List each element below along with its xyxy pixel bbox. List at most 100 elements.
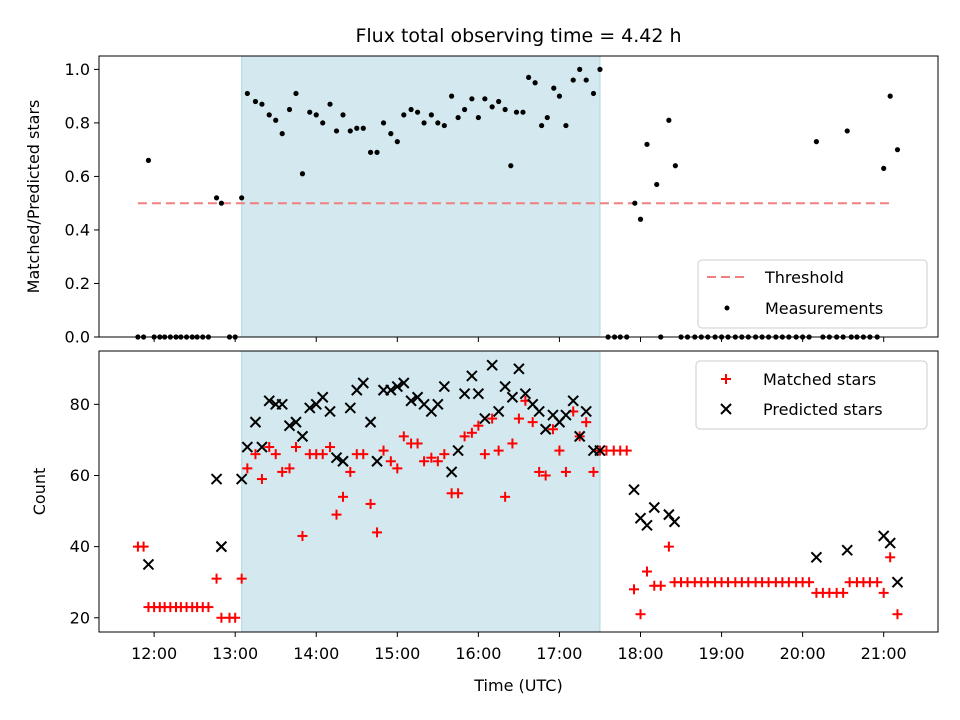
measurement-point [637,216,644,222]
predicted-star-point [573,430,586,443]
matched-star-point [317,449,328,460]
predicted-star-point-b [567,395,579,407]
matched-star-point [493,445,504,456]
predicted-star-point-b [486,359,498,371]
predicted-star-point [276,398,288,411]
predicted-star-point [486,359,498,371]
predicted-star-point-b [628,484,640,496]
measurement-point [513,109,520,115]
matched-star-point [588,466,599,477]
measurement-point [244,90,250,97]
predicted-star-point-b [533,405,545,418]
matched-star-point [230,612,241,623]
predicted-star-point-b [283,419,296,432]
matched-star-point [345,466,356,477]
matched-star-point [554,445,565,456]
predicted-star-point [296,430,309,443]
predicted-star-point [506,391,519,403]
measurement-point [320,120,326,126]
predicted-star-point [458,387,471,400]
predicted-star-point [405,395,417,407]
predicted-star-point [452,444,464,457]
matched-star-point [277,466,288,477]
measurement-point [388,131,394,137]
matched-star-point [412,438,423,449]
predicted-star-point-b [641,519,653,531]
measurement-point [632,200,638,206]
measurement-point [583,77,589,83]
measurement-point [408,106,414,113]
matched-legend-swatch [721,374,731,384]
predicted-star-point-b [263,395,275,407]
predicted-star-point-b [364,416,377,428]
matched-star-point [453,488,464,499]
predicted-legend-label: Predicted stars [763,400,883,419]
count-x-ticks: 12:00 13:00 14:00 15:00 16:00 17:00 18:00 19:00… [131,632,907,663]
predicted-star-point [290,416,302,428]
predicted-star-point [283,419,296,432]
measurement-point [482,96,488,102]
predicted-star-point-b [290,416,302,428]
matched-star-point [365,498,376,509]
predicted-star-point-b [241,441,254,453]
predicted-star-point-b [663,508,675,521]
matched-star-point [325,442,336,453]
matched-star-point [872,577,883,588]
predicted-star-point [539,423,552,435]
matched-star-point [419,456,430,467]
matched-star-point [581,417,592,428]
matched-star-point [256,474,267,485]
predicted-star-point [344,402,357,414]
measurement-point [435,120,441,126]
measurement-point [508,163,514,169]
matched-star-point [804,577,815,588]
measurement-point [313,112,319,118]
count-y-tick-label: 80 [70,395,90,414]
predicted-star-point-b [385,384,397,396]
predicted-star-point-b [215,540,228,553]
predicted-star-point [235,473,248,485]
matched-star-point [236,573,247,584]
matched-star-point [459,431,470,442]
matched-star-point [500,491,511,502]
matched-star-point [621,445,632,456]
predicted-star-point [391,380,404,393]
matched-star-point [527,417,538,428]
predicted-star-point [398,377,410,389]
predicted-star-point-b [411,391,424,403]
predicted-star-point [445,466,458,478]
measurement-point [887,93,893,99]
measurement-point [489,104,495,110]
predicted-star-point [567,395,579,407]
measurement-point [421,120,427,126]
predicted-legend-swatch [720,403,732,415]
predicted-star-point [519,387,532,400]
predicted-star-point-b [810,551,823,564]
predicted-star-point [432,398,444,411]
matched-star-point [663,541,674,552]
predicted-star-point [304,402,316,414]
predicted-star-point [215,540,228,553]
matched-star-point [392,463,403,474]
measurement-point [441,122,447,129]
count-y-tick-label: 20 [70,608,90,627]
predicted-star-point-b [580,405,592,418]
ratio-y-tick-label: 0.2 [65,274,90,293]
predicted-star-point [891,576,904,588]
measurement-point [469,96,475,102]
measurement-point [551,85,557,91]
predicted-star-point [337,455,349,467]
measurement-point [347,128,353,134]
matched-legend-marker [721,374,731,384]
predicted-star-point-b [513,363,525,375]
measurement-point [307,109,313,115]
predicted-star-point-b [344,402,357,414]
measurement-point [461,106,468,113]
matched-star-point [487,413,498,424]
measurement-point [813,139,820,145]
count-y-tick-label: 40 [70,537,90,556]
predicted-star-point [317,391,329,403]
predicted-star-point [263,395,275,407]
measurement-point [252,98,259,105]
predicted-star-point-b [884,537,896,549]
